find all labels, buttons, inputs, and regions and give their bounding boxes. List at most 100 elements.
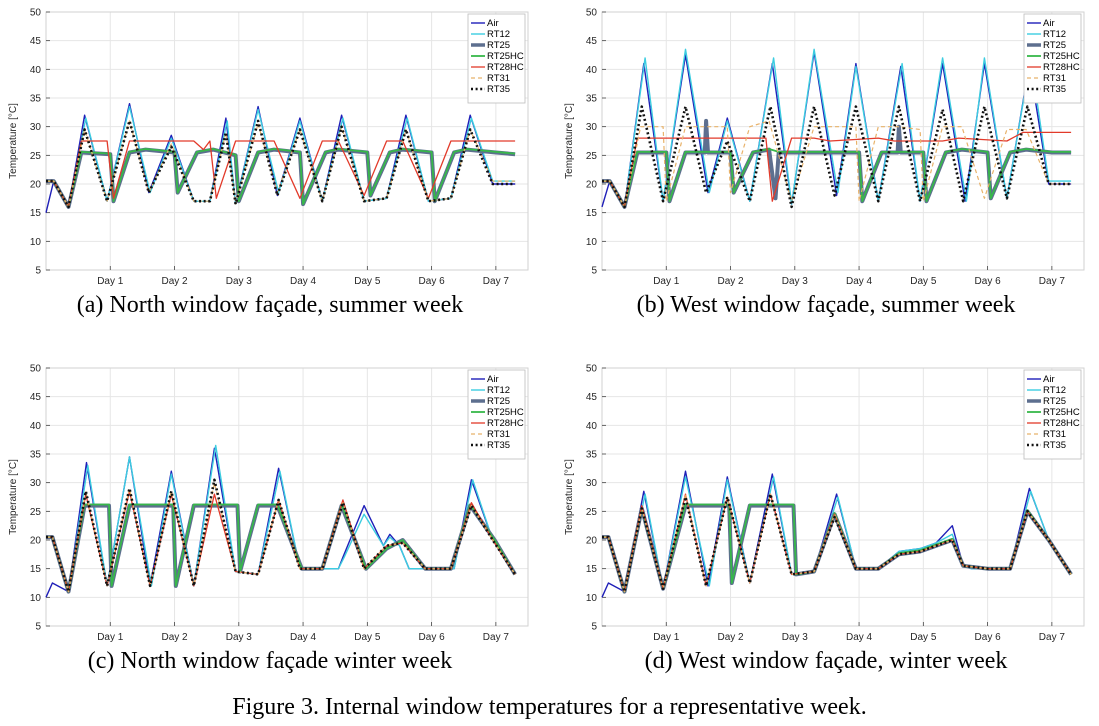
series-line-rt12	[602, 48, 1072, 208]
legend-label: RT25	[487, 396, 510, 407]
plot-frame	[45, 11, 529, 271]
legend-label: RT31	[487, 73, 510, 84]
legend-label: Air	[1043, 374, 1055, 385]
y-tick-label: 30	[586, 122, 598, 133]
legend-label: RT25	[1043, 396, 1066, 407]
x-tick-label: Day 3	[226, 632, 253, 643]
legend-label: RT31	[1043, 73, 1066, 84]
y-tick-label: 25	[30, 507, 42, 518]
x-tick-label: Day 3	[782, 632, 809, 643]
y-tick-label: 15	[30, 208, 42, 219]
chart-north-summer: 5 10 15 20 25 30 35 40 45 50 Day 1 Day 2 Day 3 Day 4 D…	[8, 8, 529, 287]
y-axis-label: Temperature [°C]	[564, 459, 575, 535]
x-tick-label: Day 5	[910, 276, 937, 287]
x-tick-label: Day 1	[97, 632, 124, 643]
x-tick-label: Day 1	[653, 632, 680, 643]
y-axis-label: Temperature [°C]	[8, 459, 19, 535]
x-tick-label: Day 2	[161, 632, 188, 643]
series-line-rt31	[46, 120, 516, 208]
y-tick-label: 5	[591, 622, 597, 633]
plot-area	[602, 12, 1084, 270]
x-tick-label: Day 2	[161, 276, 188, 287]
plot-frame	[601, 11, 1085, 271]
x-tick-label: Day 5	[910, 632, 937, 643]
x-tick-label: Day 6	[975, 632, 1002, 643]
panel-caption: (a) North window façade, summer week	[76, 292, 464, 318]
y-tick-label: 20	[586, 180, 598, 191]
y-tick-label: 45	[586, 392, 598, 403]
x-tick-label: Day 2	[717, 276, 744, 287]
y-tick-label: 15	[30, 564, 42, 575]
plot-area	[602, 368, 1084, 626]
y-tick-label: 25	[30, 151, 42, 162]
x-tick-label: Day 1	[97, 276, 124, 287]
y-tick-label: 10	[586, 593, 598, 604]
y-tick-label: 10	[586, 237, 598, 248]
series-line-rt35	[46, 119, 516, 209]
series-line-rt35	[602, 105, 1072, 209]
y-tick-label: 45	[30, 36, 42, 47]
y-tick-label: 35	[30, 450, 42, 461]
y-tick-label: 10	[30, 593, 42, 604]
y-tick-label: 40	[586, 421, 598, 432]
series-line-rt28hc	[46, 140, 516, 208]
legend-label: RT28HC	[487, 418, 524, 429]
y-tick-label: 5	[35, 266, 41, 277]
legend-label: RT12	[1043, 29, 1066, 40]
figure-caption: Figure 3. Internal window temperatures f…	[232, 694, 867, 720]
x-tick-label: Day 7	[483, 276, 510, 287]
panel-caption: (d) West window façade, winter week	[644, 648, 1008, 674]
x-tick-label: Day 6	[975, 276, 1002, 287]
x-tick-label: Day 6	[419, 632, 446, 643]
legend-label: RT12	[1043, 385, 1066, 396]
plot-frame	[45, 367, 529, 627]
plot-area	[46, 368, 528, 626]
x-tick-label: Day 2	[717, 632, 744, 643]
x-tick-label: Day 3	[782, 276, 809, 287]
x-tick-label: Day 5	[354, 632, 381, 643]
y-tick-label: 40	[586, 65, 598, 76]
panel-caption: (c) North window façade winter week	[87, 648, 453, 674]
y-tick-label: 35	[586, 450, 598, 461]
legend-label: RT12	[487, 29, 510, 40]
panel-caption: (b) West window façade, summer week	[636, 292, 1016, 318]
legend-label: RT28HC	[1043, 418, 1080, 429]
y-tick-label: 50	[586, 364, 598, 375]
chart-west-summer: 5 10 15 20 25 30 35 40 45 50 Day 1 Day 2 Day 3 Day 4 D…	[564, 8, 1085, 287]
legend-label: RT31	[1043, 429, 1066, 440]
x-tick-label: Day 7	[1039, 276, 1066, 287]
x-tick-label: Day 7	[483, 632, 510, 643]
x-tick-label: Day 3	[226, 276, 253, 287]
y-axis-label: Temperature [°C]	[8, 103, 19, 179]
legend-label: Air	[1043, 18, 1055, 29]
y-tick-label: 40	[30, 65, 42, 76]
y-tick-label: 50	[30, 364, 42, 375]
legend-label: RT31	[487, 429, 510, 440]
plot-area	[46, 12, 528, 270]
y-tick-label: 50	[30, 8, 42, 19]
legend-label: RT35	[1043, 84, 1066, 95]
chart-west-winter: 5 10 15 20 25 30 35 40 45 50 Day 1 Day 2 Day 3 Day 4 D…	[564, 364, 1085, 643]
x-tick-label: Day 1	[653, 276, 680, 287]
y-tick-label: 45	[30, 392, 42, 403]
legend-label: RT35	[1043, 440, 1066, 451]
series-line-rt35	[602, 492, 1073, 593]
y-tick-label: 5	[591, 266, 597, 277]
series-lines	[601, 48, 1072, 209]
chart-panel-north-winter: 5 10 15 20 25 30 35 40 45 50 Day 1 Day 2 Day 3 Day 4 D…	[0, 356, 540, 682]
legend-label: Air	[487, 18, 499, 29]
y-tick-label: 20	[586, 536, 598, 547]
y-tick-label: 15	[586, 208, 598, 219]
y-tick-label: 20	[30, 180, 42, 191]
legend-label: RT25HC	[1043, 51, 1080, 62]
x-tick-label: Day 4	[846, 632, 873, 643]
chart-panel-west-summer: 5 10 15 20 25 30 35 40 45 50 Day 1 Day 2 Day 3 Day 4 D…	[556, 0, 1096, 326]
y-axis-label: Temperature [°C]	[564, 103, 575, 179]
y-tick-label: 30	[586, 478, 598, 489]
legend-label: RT35	[487, 440, 510, 451]
legend-label: RT25HC	[487, 407, 524, 418]
y-tick-label: 35	[586, 94, 598, 105]
